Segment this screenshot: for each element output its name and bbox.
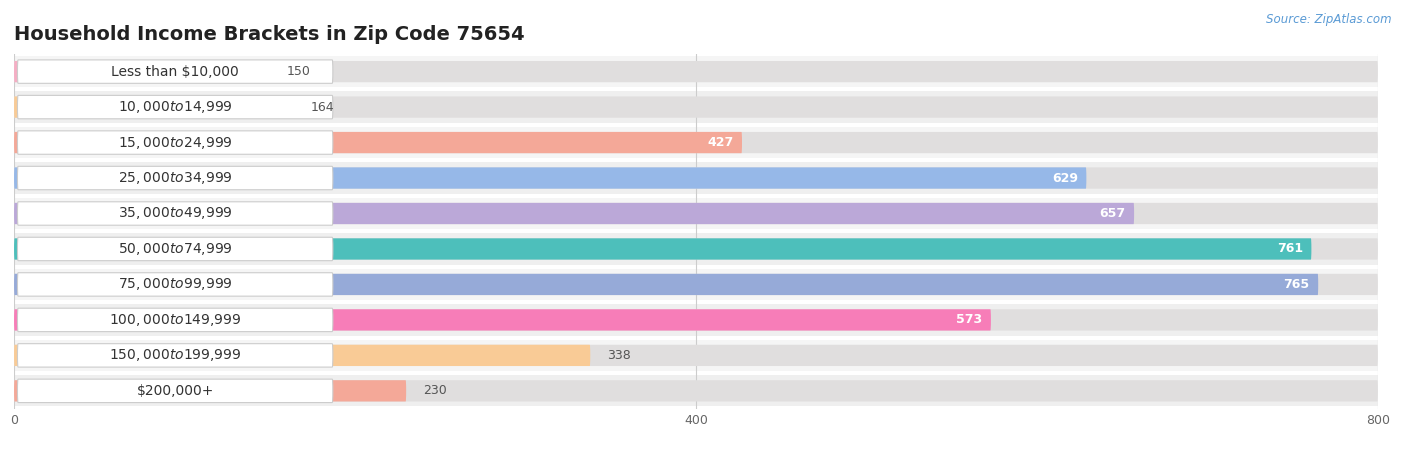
Text: $15,000 to $24,999: $15,000 to $24,999 bbox=[118, 135, 232, 150]
FancyBboxPatch shape bbox=[17, 166, 333, 190]
Text: Source: ZipAtlas.com: Source: ZipAtlas.com bbox=[1267, 13, 1392, 26]
FancyBboxPatch shape bbox=[14, 203, 1135, 224]
Bar bbox=[14, 56, 1378, 87]
Text: 657: 657 bbox=[1099, 207, 1126, 220]
FancyBboxPatch shape bbox=[17, 273, 333, 296]
Bar bbox=[14, 375, 1378, 406]
FancyBboxPatch shape bbox=[14, 380, 1378, 401]
FancyBboxPatch shape bbox=[14, 309, 1378, 330]
Text: 629: 629 bbox=[1052, 172, 1078, 185]
FancyBboxPatch shape bbox=[14, 274, 1378, 295]
FancyBboxPatch shape bbox=[14, 132, 742, 153]
FancyBboxPatch shape bbox=[17, 95, 333, 119]
Text: $200,000+: $200,000+ bbox=[136, 384, 214, 398]
Bar bbox=[14, 92, 1378, 123]
Bar bbox=[14, 269, 1378, 300]
FancyBboxPatch shape bbox=[14, 345, 1378, 366]
FancyBboxPatch shape bbox=[14, 274, 1319, 295]
FancyBboxPatch shape bbox=[14, 167, 1378, 189]
FancyBboxPatch shape bbox=[14, 309, 991, 330]
Text: $10,000 to $14,999: $10,000 to $14,999 bbox=[118, 99, 232, 115]
FancyBboxPatch shape bbox=[17, 308, 333, 332]
Text: 765: 765 bbox=[1284, 278, 1309, 291]
Text: Household Income Brackets in Zip Code 75654: Household Income Brackets in Zip Code 75… bbox=[14, 25, 524, 44]
Bar bbox=[14, 163, 1378, 194]
Bar bbox=[14, 340, 1378, 371]
Text: 573: 573 bbox=[956, 313, 983, 326]
FancyBboxPatch shape bbox=[17, 131, 333, 154]
FancyBboxPatch shape bbox=[14, 97, 294, 118]
FancyBboxPatch shape bbox=[17, 343, 333, 367]
Text: 150: 150 bbox=[287, 65, 311, 78]
FancyBboxPatch shape bbox=[14, 238, 1312, 260]
Text: 164: 164 bbox=[311, 101, 335, 114]
FancyBboxPatch shape bbox=[14, 345, 591, 366]
FancyBboxPatch shape bbox=[14, 61, 1378, 82]
FancyBboxPatch shape bbox=[14, 380, 406, 401]
FancyBboxPatch shape bbox=[14, 203, 1378, 224]
Text: $25,000 to $34,999: $25,000 to $34,999 bbox=[118, 170, 232, 186]
Text: 230: 230 bbox=[423, 384, 447, 397]
Text: 761: 761 bbox=[1277, 242, 1303, 255]
Bar bbox=[14, 304, 1378, 335]
Text: 427: 427 bbox=[707, 136, 734, 149]
FancyBboxPatch shape bbox=[17, 202, 333, 225]
Text: $35,000 to $49,999: $35,000 to $49,999 bbox=[118, 206, 232, 221]
Text: Less than $10,000: Less than $10,000 bbox=[111, 65, 239, 79]
Bar bbox=[14, 198, 1378, 229]
FancyBboxPatch shape bbox=[14, 97, 1378, 118]
FancyBboxPatch shape bbox=[17, 379, 333, 403]
Text: 338: 338 bbox=[607, 349, 631, 362]
FancyBboxPatch shape bbox=[17, 60, 333, 84]
Bar bbox=[14, 127, 1378, 158]
Text: $150,000 to $199,999: $150,000 to $199,999 bbox=[108, 348, 242, 363]
Bar bbox=[14, 233, 1378, 264]
FancyBboxPatch shape bbox=[14, 61, 270, 82]
FancyBboxPatch shape bbox=[14, 238, 1378, 260]
Text: $75,000 to $99,999: $75,000 to $99,999 bbox=[118, 277, 232, 292]
FancyBboxPatch shape bbox=[14, 132, 1378, 153]
Text: $50,000 to $74,999: $50,000 to $74,999 bbox=[118, 241, 232, 257]
FancyBboxPatch shape bbox=[17, 237, 333, 261]
FancyBboxPatch shape bbox=[14, 167, 1087, 189]
Text: $100,000 to $149,999: $100,000 to $149,999 bbox=[108, 312, 242, 328]
